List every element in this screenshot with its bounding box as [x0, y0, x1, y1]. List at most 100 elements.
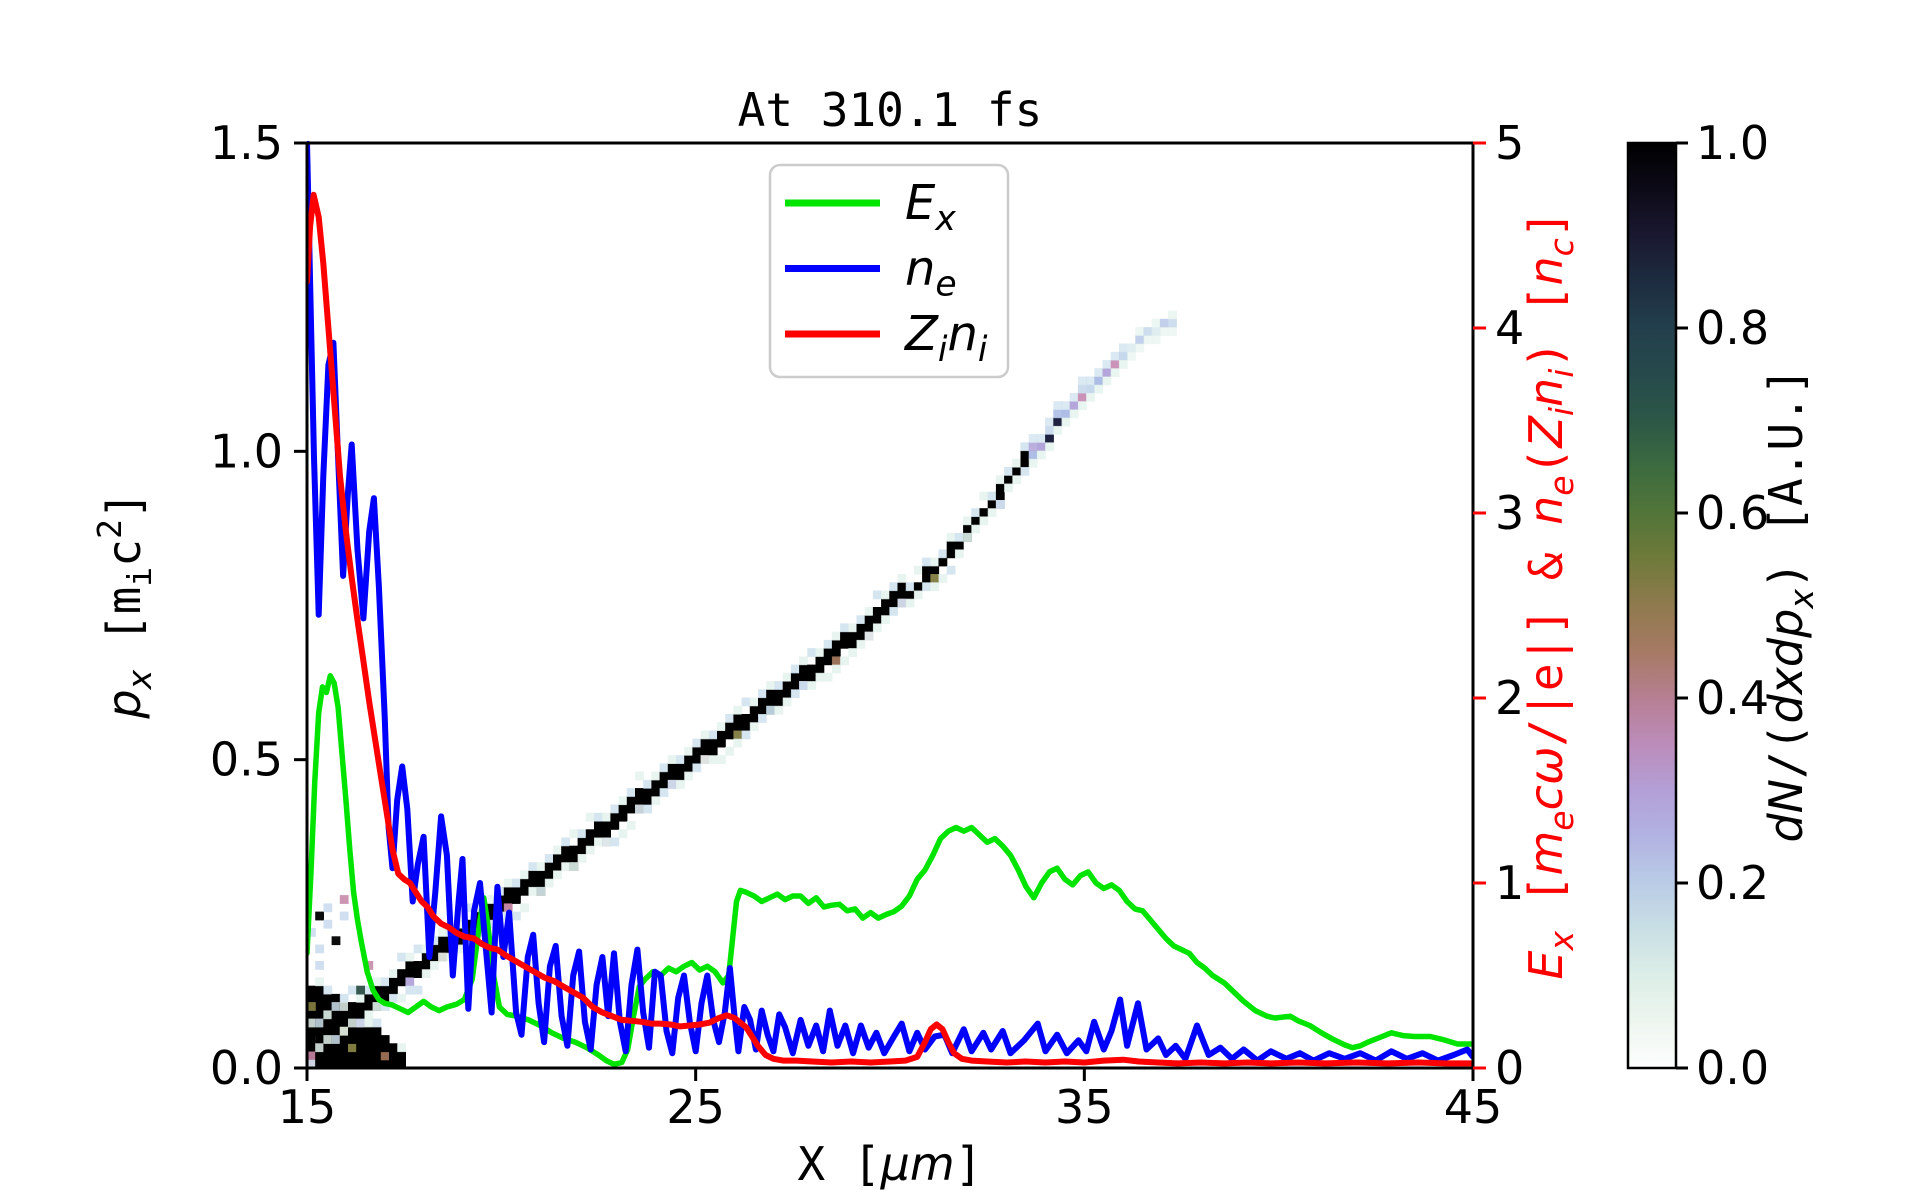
heatmap-cell	[831, 631, 841, 641]
heatmap-cell	[676, 755, 685, 764]
heatmap-cell	[749, 722, 759, 731]
heatmap-cell	[307, 993, 316, 1003]
heatmap-cell	[421, 952, 431, 962]
heatmap-cell	[971, 524, 981, 534]
heatmap-cell	[1168, 310, 1177, 320]
heatmap-cell	[815, 656, 825, 666]
heatmap-cell	[913, 565, 923, 575]
heatmap-cell	[454, 936, 464, 946]
heatmap-cell	[372, 977, 382, 987]
heatmap-cell	[512, 895, 521, 904]
heatmap-cell	[651, 788, 661, 797]
heatmap-cell	[307, 1002, 316, 1011]
heatmap-cell	[528, 878, 538, 888]
heatmap-cell	[356, 1043, 365, 1053]
heatmap-cell	[1020, 442, 1030, 452]
heatmap-cell	[708, 755, 718, 764]
heatmap-cell	[864, 623, 874, 633]
heatmap-cell	[766, 697, 775, 707]
heatmap-cell	[569, 854, 579, 863]
heatmap-cell	[331, 1051, 341, 1061]
heatmap-cell	[438, 944, 447, 954]
heatmap-cell	[438, 952, 447, 962]
heatmap-cell	[618, 804, 628, 814]
heatmap-cell	[856, 631, 866, 641]
heatmap-cell	[897, 590, 907, 600]
heatmap-cell	[389, 1051, 398, 1061]
heatmap-cell	[331, 1035, 341, 1044]
heatmap-cell	[881, 598, 890, 608]
heatmap-cell	[1094, 384, 1104, 394]
heatmap-cell	[667, 755, 677, 764]
heatmap-cell	[1086, 376, 1095, 386]
heatmap-cell	[438, 936, 447, 946]
heatmap-cell	[348, 1002, 357, 1011]
heatmap-cell	[364, 993, 374, 1003]
x-tick-label: 35	[1055, 1080, 1114, 1134]
heatmap-cell	[536, 870, 546, 880]
curve-Zini	[307, 191, 1473, 1067]
heatmap-cell	[610, 821, 620, 830]
heatmap-cell	[602, 812, 611, 822]
heatmap-cell	[356, 1018, 365, 1028]
heatmap-cell	[364, 1026, 374, 1036]
heatmap-cell	[339, 1059, 349, 1069]
heatmap-cell	[389, 1059, 398, 1069]
heatmap-cell	[536, 886, 546, 896]
heatmap-cell	[544, 878, 554, 888]
heatmap-cell	[528, 886, 538, 896]
heatmap-cell	[725, 746, 734, 756]
heatmap-cell	[913, 582, 923, 592]
heatmap-cell	[1069, 392, 1079, 402]
colorbar-tick-label: 0.2	[1696, 856, 1769, 910]
heatmap-cell	[585, 812, 595, 822]
heatmap-cell	[717, 722, 726, 731]
heatmap-cell	[1110, 360, 1120, 369]
heatmap-cell	[659, 779, 669, 789]
heatmap-cell	[339, 911, 349, 921]
x-tick-label: 15	[278, 1080, 337, 1134]
heatmap-cell	[315, 1035, 324, 1044]
heatmap-cell	[1135, 343, 1145, 353]
heatmap-cell	[733, 730, 743, 740]
heatmap-cell	[881, 607, 890, 616]
plot-border	[305, 141, 1475, 1070]
heatmap-cell	[364, 1018, 374, 1028]
heatmap-cell	[544, 862, 554, 871]
heatmap-cell	[618, 796, 628, 806]
heatmap-cell	[610, 804, 620, 814]
heatmap-cell	[1127, 343, 1136, 353]
heatmap-cell	[307, 1035, 316, 1044]
heatmap-cell	[577, 845, 587, 855]
heatmap-cell	[1135, 335, 1145, 345]
heatmap-cell	[799, 656, 808, 666]
heatmap-cell	[364, 1002, 374, 1011]
heatmap-cell	[758, 689, 767, 699]
heatmap-cell	[307, 1010, 316, 1020]
heatmap-cell	[758, 705, 767, 715]
heatmap-cell	[364, 961, 374, 970]
heatmap-cell	[364, 985, 374, 995]
heatmap-cell	[1077, 376, 1087, 386]
heatmap-cell	[1012, 458, 1022, 468]
heatmap-cell	[356, 1035, 365, 1044]
heatmap-cell	[708, 746, 718, 756]
heatmap-cell	[364, 1010, 374, 1020]
heatmap-cell	[733, 705, 743, 715]
heatmap-cell	[954, 532, 964, 542]
heatmap-cell	[553, 854, 562, 863]
heatmap-cell	[823, 656, 833, 666]
heatmap-cell	[938, 549, 948, 559]
heatmap-cell	[1143, 327, 1153, 336]
heatmap-cell	[840, 631, 849, 641]
heatmap-cell	[372, 1018, 382, 1028]
heatmap-cell	[372, 1043, 382, 1053]
heatmap-cell	[307, 928, 316, 937]
heatmap-cell	[897, 574, 907, 583]
colorbar-ticks: 0.0 0.2 0.4 0.6 0.8 1.0	[1676, 116, 1769, 1095]
heatmap-cell	[774, 697, 784, 707]
heatmap-cell	[774, 705, 784, 715]
heatmap-cell	[389, 1043, 398, 1053]
heatmap-cell	[339, 1018, 349, 1028]
heatmap-cell	[544, 870, 554, 880]
